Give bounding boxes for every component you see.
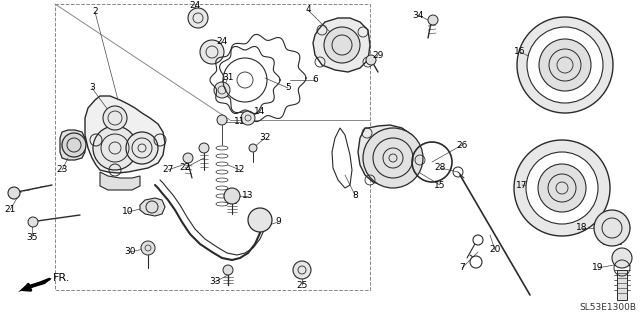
Text: 24: 24 [189, 1, 200, 10]
Circle shape [249, 144, 257, 152]
Text: 4: 4 [305, 5, 311, 14]
Text: 29: 29 [372, 50, 384, 60]
Text: 20: 20 [490, 246, 500, 255]
Circle shape [62, 133, 86, 157]
Bar [55, 4, 370, 290]
Text: 26: 26 [456, 140, 468, 150]
Circle shape [366, 55, 376, 65]
Text: 30: 30 [124, 248, 136, 256]
Text: 5: 5 [285, 84, 291, 93]
Text: 23: 23 [56, 166, 68, 174]
Circle shape [248, 208, 272, 232]
Text: 24: 24 [216, 38, 228, 47]
Text: 9: 9 [275, 218, 281, 226]
Circle shape [188, 8, 208, 28]
Circle shape [126, 132, 158, 164]
Circle shape [223, 265, 233, 275]
Circle shape [594, 210, 630, 246]
Circle shape [293, 261, 311, 279]
Text: 18: 18 [576, 224, 588, 233]
Text: 14: 14 [254, 108, 266, 116]
Circle shape [183, 153, 193, 163]
Text: 28: 28 [435, 164, 445, 173]
Text: 19: 19 [592, 263, 604, 272]
Circle shape [93, 126, 137, 170]
Circle shape [200, 40, 224, 64]
Text: 16: 16 [515, 48, 525, 56]
Polygon shape [100, 172, 140, 190]
Circle shape [539, 39, 591, 91]
Text: 35: 35 [26, 234, 38, 242]
Circle shape [612, 248, 632, 268]
Circle shape [28, 217, 38, 227]
Circle shape [199, 143, 209, 153]
Text: 25: 25 [296, 280, 308, 290]
Circle shape [527, 27, 603, 103]
Circle shape [526, 152, 598, 224]
Text: 13: 13 [243, 191, 253, 201]
Circle shape [363, 128, 423, 188]
Text: 2: 2 [92, 8, 98, 17]
Text: 22: 22 [179, 164, 191, 173]
Text: 21: 21 [4, 205, 16, 214]
Text: 10: 10 [122, 207, 134, 217]
Bar [617, 270, 627, 300]
Circle shape [517, 17, 613, 113]
Circle shape [217, 115, 227, 125]
Polygon shape [85, 96, 165, 173]
Polygon shape [60, 130, 85, 160]
Polygon shape [358, 125, 420, 185]
Polygon shape [140, 198, 165, 216]
Text: 3: 3 [89, 84, 95, 93]
Text: 8: 8 [352, 190, 358, 199]
Circle shape [8, 187, 20, 199]
Circle shape [538, 164, 586, 212]
Text: 31: 31 [222, 73, 234, 83]
Text: 6: 6 [312, 76, 318, 85]
Text: 15: 15 [435, 181, 445, 189]
Circle shape [141, 241, 155, 255]
Circle shape [473, 235, 483, 245]
Circle shape [241, 111, 255, 125]
Circle shape [324, 27, 360, 63]
Circle shape [514, 140, 610, 236]
Text: SL53E1300B: SL53E1300B [579, 303, 637, 313]
Circle shape [428, 15, 438, 25]
Text: 33: 33 [209, 278, 221, 286]
Text: 32: 32 [259, 133, 271, 143]
Polygon shape [313, 18, 370, 72]
Circle shape [103, 106, 127, 130]
Text: 12: 12 [234, 166, 246, 174]
Text: 17: 17 [516, 181, 528, 189]
Circle shape [214, 82, 230, 98]
Text: 7: 7 [459, 263, 465, 272]
Text: 11: 11 [234, 117, 246, 127]
Text: 34: 34 [412, 11, 424, 19]
Text: 27: 27 [163, 166, 173, 174]
Circle shape [224, 188, 240, 204]
Text: FR.: FR. [53, 273, 70, 283]
Polygon shape [18, 278, 52, 292]
Circle shape [470, 256, 482, 268]
